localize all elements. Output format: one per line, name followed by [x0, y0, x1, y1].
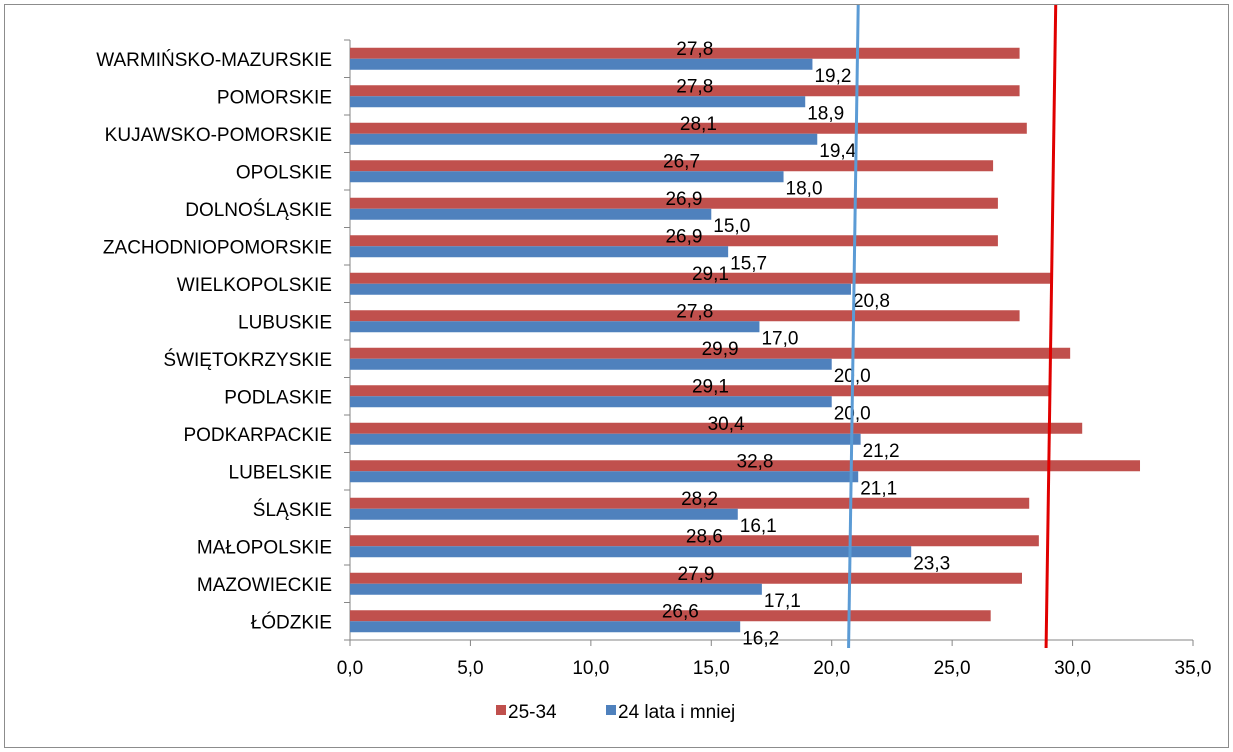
y-category-label: DOLNOŚLĄSKIE [185, 199, 332, 221]
x-tick-label: 30,0 [1054, 658, 1091, 679]
data-label-24-lata-i-mniej: 17,1 [764, 591, 801, 612]
x-tick-label: 20,0 [813, 658, 850, 679]
y-category-label: KUJAWSKO-POMORSKIE [105, 125, 332, 146]
bar-25-34 [350, 460, 1141, 472]
data-label-25-34: 28,2 [681, 489, 718, 510]
data-label-25-34: 32,8 [737, 451, 774, 472]
x-tick-label: 5,0 [457, 658, 483, 679]
legend-label: 25-34 [508, 702, 557, 723]
y-category-label: PODKARPACKIE [183, 425, 332, 446]
data-label-24-lata-i-mniej: 23,3 [913, 553, 950, 574]
bar-25-34 [350, 610, 991, 622]
bar-24-lata-i-mniej [350, 246, 729, 258]
data-label-25-34: 29,1 [692, 264, 729, 285]
bar-25-34 [350, 385, 1051, 397]
bar-25-34 [350, 122, 1027, 134]
bar-24-lata-i-mniej [350, 208, 712, 220]
data-label-25-34: 29,1 [692, 376, 729, 397]
bar-25-34 [350, 197, 998, 209]
reference-line-blue [847, 4, 860, 649]
bar-24-lata-i-mniej [350, 471, 859, 483]
reference-line-red [1044, 4, 1058, 649]
y-category-label: WARMIŃSKO-MAZURSKIE [96, 50, 332, 71]
data-label-25-34: 27,9 [678, 564, 715, 585]
data-label-24-lata-i-mniej: 19,4 [819, 141, 856, 162]
bar-25-34 [350, 347, 1071, 359]
bar-25-34 [350, 47, 1020, 59]
data-label-25-34: 28,6 [686, 526, 723, 547]
y-category-label: OPOLSKIE [236, 162, 332, 183]
bar-24-lata-i-mniej [350, 96, 806, 108]
x-tick-label: 10,0 [572, 658, 609, 679]
data-label-25-34: 26,9 [665, 189, 702, 210]
bar-24-lata-i-mniej [350, 358, 832, 370]
bar-24-lata-i-mniej [350, 546, 912, 558]
y-category-label: WIELKOPOLSKIE [177, 275, 332, 296]
data-label-24-lata-i-mniej: 18,0 [786, 178, 823, 199]
y-category-label: ZACHODNIOPOMORSKIE [103, 237, 332, 258]
bar-24-lata-i-mniej [350, 508, 738, 520]
data-label-24-lata-i-mniej: 17,0 [761, 328, 798, 349]
bar-24-lata-i-mniej [350, 58, 813, 70]
data-label-24-lata-i-mniej: 18,9 [807, 103, 844, 124]
bar-25-34 [350, 422, 1083, 434]
bar-24-lata-i-mniej [350, 396, 832, 408]
y-category-label: LUBELSKIE [229, 462, 333, 483]
y-category-label: LUBUSKIE [238, 312, 332, 333]
legend-swatch [606, 705, 616, 715]
data-label-25-34: 29,9 [702, 339, 739, 360]
bar-25-34 [350, 572, 1022, 584]
data-label-25-34: 26,9 [665, 226, 702, 247]
y-category-label: ŚWIĘTOKRZYSKIE [163, 349, 332, 371]
data-label-25-34: 27,8 [676, 39, 713, 60]
legend-swatch [496, 705, 506, 715]
data-label-24-lata-i-mniej: 16,1 [740, 516, 777, 537]
data-label-24-lata-i-mniej: 16,2 [742, 628, 779, 649]
bar-24-lata-i-mniej [350, 133, 818, 145]
bar-24-lata-i-mniej [350, 171, 784, 183]
data-label-25-34: 28,1 [680, 114, 717, 135]
y-category-label: ŚLĄSKIE [253, 499, 332, 521]
bar-24-lata-i-mniej [350, 621, 741, 633]
y-category-label: MAZOWIECKIE [197, 575, 332, 596]
x-tick-label: 0,0 [337, 658, 363, 679]
data-label-25-34: 26,7 [663, 151, 700, 172]
y-category-label: MAŁOPOLSKIE [197, 537, 332, 558]
bar-24-lata-i-mniej [350, 433, 861, 445]
y-category-label: PODLASKIE [224, 387, 332, 408]
data-label-25-34: 26,6 [662, 601, 699, 622]
legend-label: 24 lata i mniej [618, 702, 735, 723]
bar-24-lata-i-mniej [350, 321, 760, 333]
y-category-label: POMORSKIE [217, 87, 332, 108]
bar-25-34 [350, 85, 1020, 97]
data-label-25-34: 27,8 [676, 301, 713, 322]
data-label-24-lata-i-mniej: 21,1 [860, 478, 897, 499]
bar-25-34 [350, 310, 1020, 322]
bar-24-lata-i-mniej [350, 283, 851, 295]
bar-24-lata-i-mniej [350, 583, 762, 595]
data-label-24-lata-i-mniej: 15,7 [730, 253, 767, 274]
bar-25-34 [350, 160, 994, 172]
x-tick-label: 35,0 [1175, 658, 1212, 679]
bar-25-34 [350, 272, 1051, 284]
bar-25-34 [350, 235, 998, 247]
data-label-25-34: 30,4 [708, 414, 745, 435]
data-label-24-lata-i-mniej: 15,0 [713, 216, 750, 237]
bar-25-34 [350, 535, 1039, 547]
x-tick-label: 25,0 [934, 658, 971, 679]
x-tick-label: 15,0 [693, 658, 730, 679]
data-label-25-34: 27,8 [676, 76, 713, 97]
y-category-label: ŁÓDZKIE [251, 611, 332, 633]
data-label-24-lata-i-mniej: 20,8 [853, 291, 890, 312]
bar-25-34 [350, 497, 1030, 509]
data-label-24-lata-i-mniej: 19,2 [814, 66, 851, 87]
data-label-24-lata-i-mniej: 21,2 [863, 441, 900, 462]
